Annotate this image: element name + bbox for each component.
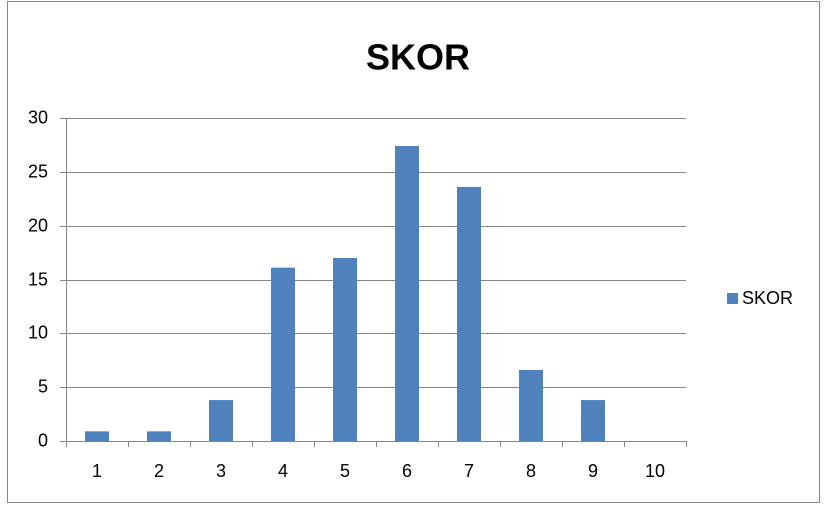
bar — [209, 400, 233, 441]
y-tick-label: 0 — [38, 430, 48, 450]
bar — [271, 267, 295, 441]
bar — [457, 186, 481, 441]
x-tick-label: 9 — [588, 461, 598, 481]
legend-label: SKOR — [742, 288, 793, 308]
chart-title: SKOR — [366, 37, 470, 78]
bar — [333, 257, 357, 441]
y-tick-label: 5 — [38, 376, 48, 396]
x-tick-label: 6 — [402, 461, 412, 481]
x-tick-label: 7 — [464, 461, 474, 481]
y-tick-label: 10 — [28, 322, 48, 342]
y-tick-label: 15 — [28, 269, 48, 289]
bar — [581, 400, 605, 441]
x-tick-label: 1 — [92, 461, 102, 481]
y-tick-label: 25 — [28, 161, 48, 181]
x-tick-label: 2 — [154, 461, 164, 481]
bar — [519, 369, 543, 441]
x-tick-label: 10 — [645, 461, 665, 481]
x-tick-label: 4 — [278, 461, 288, 481]
x-tick-label: 3 — [216, 461, 226, 481]
y-tick-label: 20 — [28, 215, 48, 235]
bar — [85, 431, 109, 441]
x-tick-label: 5 — [340, 461, 350, 481]
bar — [395, 145, 419, 441]
y-tick-label: 30 — [28, 107, 48, 127]
legend-swatch — [727, 293, 738, 304]
x-tick-label: 8 — [526, 461, 536, 481]
bar — [147, 431, 171, 441]
